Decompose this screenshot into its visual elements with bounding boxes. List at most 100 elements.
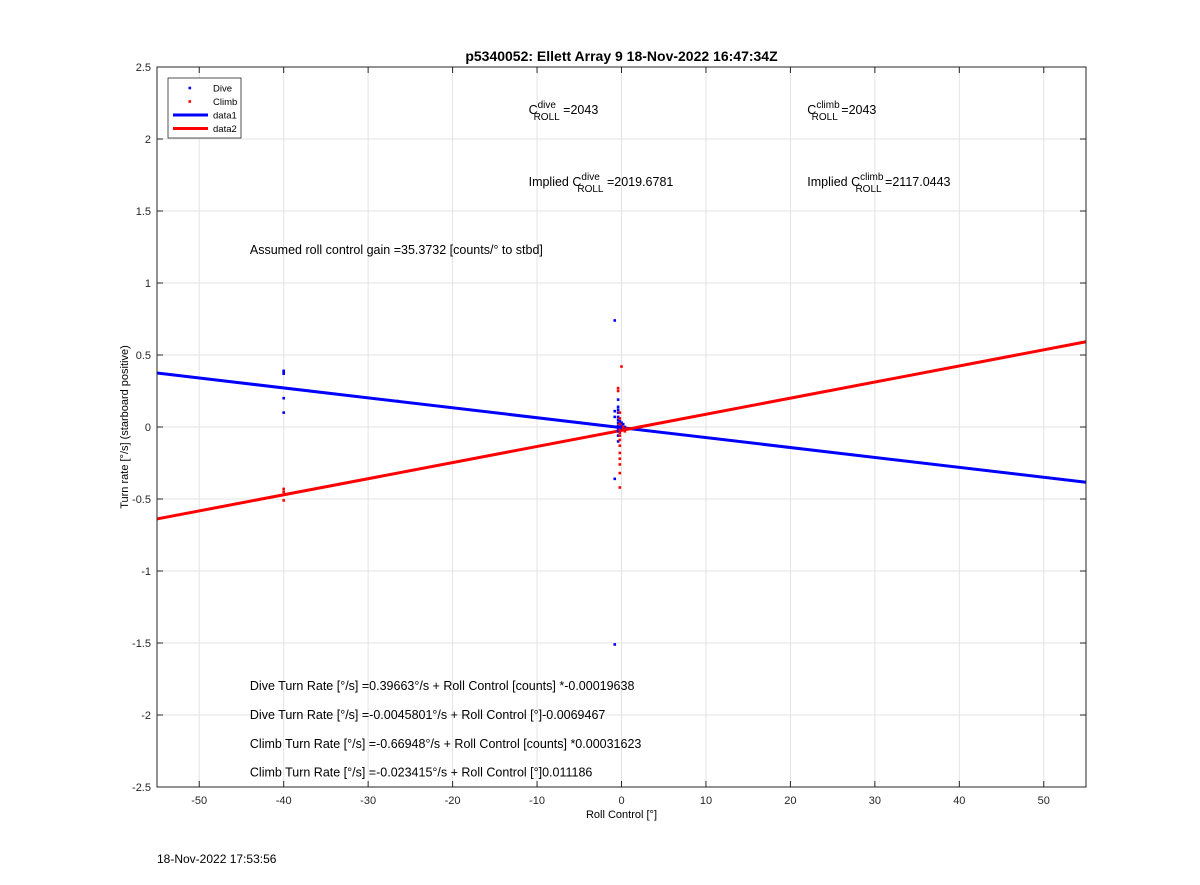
point-dive — [620, 424, 623, 427]
y-tick-label: 1.5 — [136, 206, 151, 218]
point-dive — [613, 477, 617, 481]
point-climb — [621, 425, 625, 429]
y-tick-label: -2 — [141, 710, 151, 722]
legend-marker-dive — [188, 86, 192, 90]
x-tick-label: 20 — [784, 795, 796, 807]
point-climb — [282, 493, 285, 496]
y-tick-label: -0.5 — [132, 494, 151, 506]
chart-title: p5340052: Ellett Array 9 18-Nov-2022 16:… — [465, 48, 778, 64]
y-tick-label: 2.5 — [136, 62, 151, 74]
point-dive — [282, 411, 285, 414]
x-tick-label: -40 — [276, 795, 292, 807]
y-tick-label: 0.5 — [136, 350, 151, 362]
point-dive — [616, 424, 620, 427]
point-dive — [616, 430, 620, 433]
point-climb — [618, 431, 622, 435]
point-dive — [396, 399, 399, 403]
point-climb — [618, 463, 622, 466]
point-dive — [616, 405, 620, 409]
point-dive — [616, 421, 620, 424]
point-climb — [623, 430, 627, 433]
annotation-implied-climb: Implied Cclimb ROLL =2117.0443 — [807, 172, 950, 195]
x-tick-label: 40 — [953, 795, 965, 807]
y-tick-label: 0 — [145, 422, 151, 434]
point-climb — [618, 422, 622, 426]
point-climb — [618, 457, 622, 460]
legend-label-climb: Climb — [213, 97, 237, 108]
y-tick-label: 2 — [145, 134, 151, 146]
point-dive — [613, 409, 617, 413]
y-tick-label: 1 — [145, 278, 151, 290]
point-climb — [616, 389, 620, 393]
point-climb — [618, 444, 622, 448]
annotations: Cdive ROLL =2043 Cclimb ROLL =2043 Implied C… — [250, 100, 951, 779]
point-dive — [613, 319, 617, 322]
annotation-c-climb: Cclimb ROLL =2043 — [807, 100, 876, 123]
point-dive — [616, 415, 620, 419]
x-tick-label: -30 — [360, 795, 376, 807]
point-dive — [618, 425, 622, 429]
point-climb — [625, 427, 628, 430]
annotation-c-dive: Cdive ROLL =2043 — [529, 100, 599, 123]
point-climb — [618, 434, 622, 437]
annotation-dive-counts: Dive Turn Rate [°/s] =0.39663°/s + Roll … — [250, 679, 635, 693]
point-dive — [282, 396, 285, 400]
point-dive — [620, 421, 623, 424]
point-climb — [621, 428, 625, 432]
annotation-climb-counts: Climb Turn Rate [°/s] =-0.66948°/s + Rol… — [250, 737, 642, 751]
point-climb — [618, 411, 622, 414]
x-tick-label: 30 — [869, 795, 881, 807]
x-tick-label: 10 — [700, 795, 712, 807]
point-dive — [616, 408, 620, 412]
y-tick-label: -1.5 — [132, 638, 151, 650]
point-dive — [616, 398, 620, 401]
axis-ticks: -50 -40 -30 -20 -10 0 10 20 30 40 50-2.5-2-1.5-1-0… — [132, 62, 1086, 807]
point-climb — [618, 438, 622, 442]
point-dive — [620, 427, 623, 430]
x-tick-label: 50 — [1038, 795, 1050, 807]
y-tick-label: -2.5 — [132, 782, 151, 794]
point-climb — [618, 451, 622, 455]
point-climb — [618, 428, 622, 432]
point-climb — [618, 486, 622, 489]
legend-label-dive: Dive — [213, 84, 232, 95]
point-dive — [282, 370, 285, 374]
point-dive — [621, 422, 625, 426]
footer-timestamp: 18-Nov-2022 17:53:56 — [157, 852, 277, 866]
point-dive — [613, 643, 617, 646]
annotation-gain: Assumed roll control gain =35.3732 [coun… — [250, 243, 543, 257]
annotation-implied-dive: Implied Cdive ROLL =2019.6781 — [529, 172, 674, 195]
point-dive — [616, 427, 620, 430]
point-dive — [282, 369, 285, 373]
point-dive — [616, 411, 620, 414]
point-climb — [618, 471, 622, 475]
y-axis-label: Turn rate [°/s] (starboard positive) — [119, 345, 131, 509]
point-dive — [616, 418, 620, 422]
legend-marker-climb — [188, 100, 192, 103]
legend[interactable]: Dive Climb data1 data2 — [167, 77, 242, 139]
annotation-dive-deg: Dive Turn Rate [°/s] =-0.0045801°/s + Ro… — [250, 708, 606, 722]
point-dive — [618, 419, 622, 423]
data-points — [282, 319, 628, 646]
x-tick-label: -10 — [529, 795, 545, 807]
x-tick-label: -50 — [191, 795, 207, 807]
point-climb — [616, 386, 620, 390]
y-tick-label: -1 — [141, 566, 151, 578]
point-dive — [623, 425, 627, 429]
point-climb — [282, 487, 285, 491]
point-climb — [618, 417, 622, 420]
point-climb — [620, 365, 623, 368]
legend-label-data1: data1 — [213, 111, 237, 122]
series-line-data2 — [156, 340, 1087, 521]
legend-label-data2: data2 — [213, 124, 237, 135]
annotation-climb-deg: Climb Turn Rate [°/s] =-0.023415°/s + Ro… — [250, 766, 593, 780]
point-climb — [282, 499, 285, 502]
x-tick-label: 0 — [618, 795, 624, 807]
x-tick-label: -20 — [445, 795, 461, 807]
x-axis-label: Roll Control [°] — [586, 809, 657, 821]
point-climb — [282, 490, 285, 494]
point-dive — [616, 434, 620, 437]
point-dive — [616, 440, 620, 443]
point-dive — [613, 415, 617, 419]
